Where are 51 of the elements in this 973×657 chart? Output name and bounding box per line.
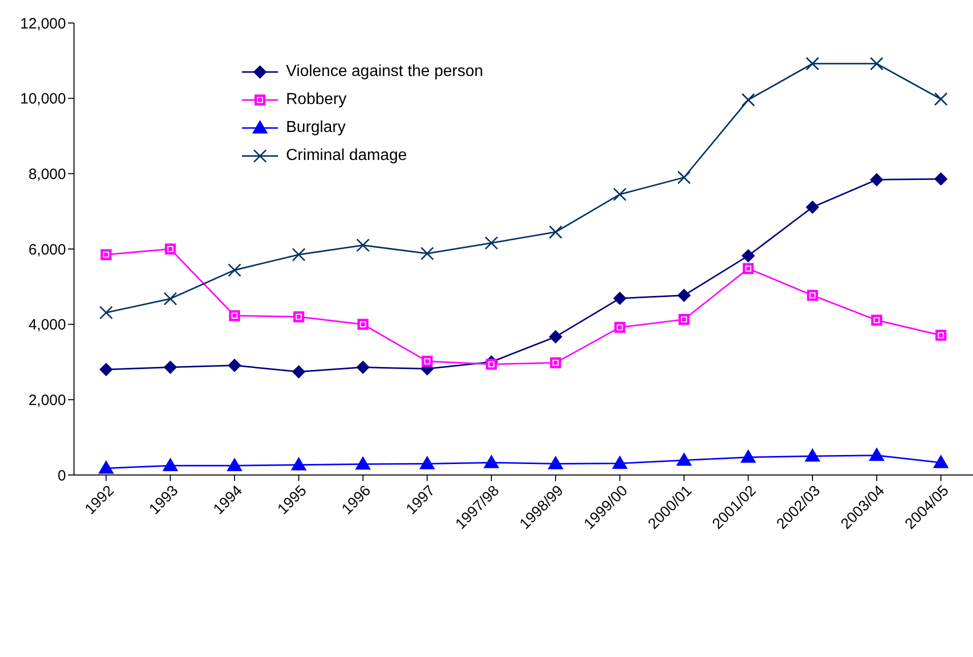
y-tick-label: 6,000 <box>28 241 66 258</box>
point <box>228 263 242 277</box>
legend-label: Burglary <box>286 119 346 137</box>
point <box>806 56 820 70</box>
point <box>934 172 948 186</box>
point <box>548 225 562 239</box>
point <box>162 458 178 472</box>
point <box>933 455 948 468</box>
point <box>742 93 755 107</box>
point <box>806 200 819 214</box>
point <box>292 365 306 378</box>
point <box>740 450 756 463</box>
y-tick-label: 12,000 <box>20 15 66 32</box>
point <box>870 173 884 186</box>
point <box>164 360 177 374</box>
point <box>355 456 370 470</box>
point <box>484 455 499 468</box>
point <box>228 358 242 372</box>
point <box>98 460 114 474</box>
y-tick-label: 10,000 <box>20 90 66 108</box>
point <box>548 456 564 470</box>
point <box>484 236 498 250</box>
point <box>869 448 884 461</box>
point <box>804 448 820 462</box>
point <box>164 292 178 306</box>
legend-label: Criminal damage <box>286 147 407 165</box>
y-tick-label: 8,000 <box>28 166 66 183</box>
point <box>356 238 370 252</box>
point <box>100 363 113 376</box>
point <box>292 248 306 262</box>
point <box>420 456 435 470</box>
point <box>420 246 434 260</box>
y-tick-label: 0 <box>58 467 66 484</box>
point <box>934 92 948 106</box>
y-tick-label: 2,000 <box>28 392 66 409</box>
point <box>676 452 692 466</box>
point <box>677 170 691 184</box>
point <box>612 456 628 469</box>
point <box>613 188 627 202</box>
point <box>227 458 242 472</box>
point <box>678 288 691 302</box>
point <box>742 249 755 262</box>
point <box>549 330 562 344</box>
y-tick-label: 4,000 <box>28 316 66 334</box>
point <box>356 360 370 374</box>
point <box>99 306 113 320</box>
point <box>870 56 884 70</box>
legend-label: Robbery <box>286 91 346 109</box>
legend-label: Violence against the person <box>286 63 484 81</box>
point <box>613 292 626 305</box>
point <box>291 457 306 470</box>
